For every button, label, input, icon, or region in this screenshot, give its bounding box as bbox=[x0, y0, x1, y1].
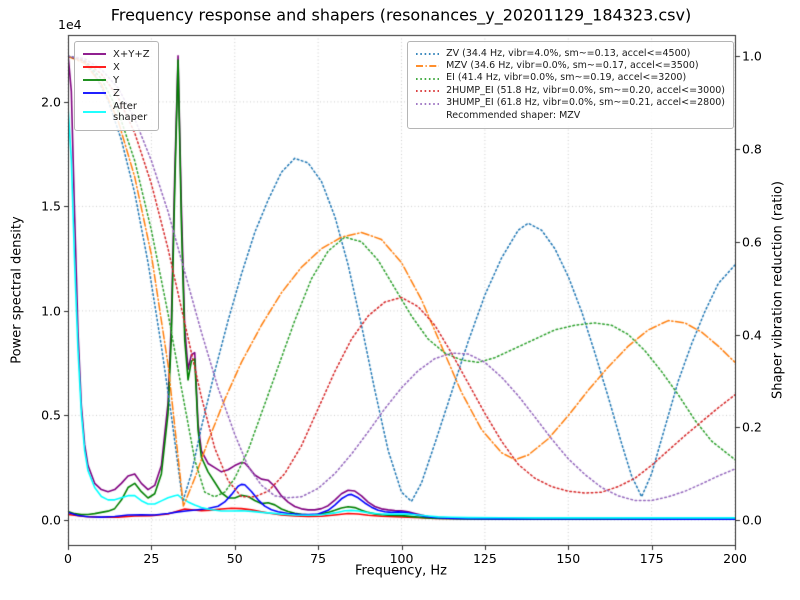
solid-line-sample bbox=[83, 79, 106, 82]
y-left-tick-label: 0.5 bbox=[41, 407, 61, 423]
legend-item: After shaper bbox=[82, 101, 150, 124]
legend-item: X bbox=[82, 62, 150, 74]
legend-item: X+Y+Z bbox=[82, 49, 150, 61]
x-tick-label: 50 bbox=[226, 551, 243, 566]
x-tick-label: 75 bbox=[310, 551, 327, 566]
legend-item: Z bbox=[82, 88, 150, 100]
y-right-tick-label: 1.0 bbox=[742, 48, 762, 64]
legend-label: MZV (34.6 Hz, vibr=0.0%, sm~=0.17, accel… bbox=[446, 59, 699, 71]
legend-item: EI (41.4 Hz, vibr=0.0%, sm~=0.19, accel<… bbox=[415, 72, 725, 84]
dashdot-line-sample bbox=[416, 65, 440, 68]
x-tick-label: 25 bbox=[143, 551, 160, 566]
solid-line-sample bbox=[83, 92, 106, 95]
legend-item: 3HUMP_EI (61.8 Hz, vibr=0.0%, sm~=0.21, … bbox=[415, 97, 725, 109]
x-axis-label: Frequency, Hz bbox=[354, 563, 448, 579]
legend-label: Z bbox=[113, 87, 120, 99]
legend-label: Y bbox=[113, 74, 120, 86]
legend-item: Y bbox=[82, 75, 150, 87]
legend-item: ZV (34.4 Hz, vibr=4.0%, sm~=0.13, accel<… bbox=[415, 47, 725, 60]
dotted-line-sample bbox=[416, 77, 440, 80]
dotted-line-sample bbox=[416, 53, 440, 55]
y-right-tick-label: 0.6 bbox=[742, 234, 762, 250]
legend-label: 2HUMP_EI (51.8 Hz, vibr=0.0%, sm~=0.20, … bbox=[446, 84, 725, 96]
x-tick-label: 150 bbox=[556, 551, 581, 566]
legend-note-label: Recommended shaper: MZV bbox=[446, 109, 581, 121]
legend-item: 2HUMP_EI (51.8 Hz, vibr=0.0%, sm~=0.20, … bbox=[415, 84, 725, 97]
legend-label: 3HUMP_EI (61.8 Hz, vibr=0.0%, sm~=0.21, … bbox=[446, 97, 725, 109]
x-tick-label: 200 bbox=[723, 551, 747, 566]
y-left-tick-label: 0.0 bbox=[41, 512, 61, 528]
y-right-tick-label: 0.8 bbox=[742, 141, 762, 157]
legend-label: X bbox=[113, 61, 120, 73]
legend-note: Recommended shaper: MZV bbox=[415, 109, 725, 122]
axis-offset-text: 1e4 bbox=[58, 17, 82, 32]
y-left-tick-label: 2.0 bbox=[41, 94, 61, 110]
y-left-tick-label: 1.5 bbox=[41, 198, 61, 214]
y-left-tick-label: 1.0 bbox=[41, 303, 61, 319]
y-right-tick-label: 0.2 bbox=[742, 419, 762, 435]
dotted-line-sample bbox=[416, 102, 440, 105]
legend-label: After shaper bbox=[113, 100, 148, 124]
y-right-tick-label: 0.0 bbox=[742, 512, 762, 528]
x-tick-label: 125 bbox=[472, 551, 497, 566]
dotted-line-sample bbox=[416, 90, 440, 93]
solid-line-sample bbox=[83, 111, 106, 113]
legend-label: EI (41.4 Hz, vibr=0.0%, sm~=0.19, accel<… bbox=[446, 72, 687, 84]
y-axis-label-right: Shaper vibration reduction (ratio) bbox=[770, 181, 786, 399]
legend-item: MZV (34.6 Hz, vibr=0.0%, sm~=0.17, accel… bbox=[415, 59, 725, 72]
y-right-tick-label: 0.4 bbox=[742, 327, 762, 342]
chart-title: Frequency response and shapers (resonanc… bbox=[110, 5, 692, 25]
legend-label: X+Y+Z bbox=[113, 48, 150, 60]
legend-label: ZV (34.4 Hz, vibr=4.0%, sm~=0.13, accel<… bbox=[446, 47, 691, 59]
legend-shapers: ZV (34.4 Hz, vibr=4.0%, sm~=0.13, accel<… bbox=[407, 41, 734, 130]
x-tick-label: 0 bbox=[64, 551, 72, 566]
x-tick-label: 100 bbox=[389, 551, 414, 566]
x-tick-label: 175 bbox=[639, 551, 664, 566]
y-axis-label-left: Power spectral density bbox=[9, 216, 25, 364]
legend-psd: X+Y+Z X Y Z After shaper bbox=[74, 41, 159, 131]
solid-line-sample bbox=[83, 66, 106, 69]
empty-sample bbox=[415, 111, 440, 121]
solid-line-sample bbox=[83, 53, 106, 56]
